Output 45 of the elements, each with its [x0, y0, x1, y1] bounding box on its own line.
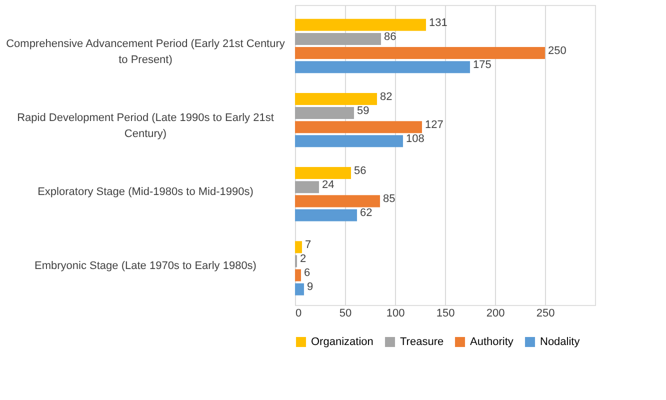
bar [295, 61, 470, 74]
data-label: 127 [425, 118, 444, 131]
bar [295, 283, 304, 296]
y-tick-label: Rapid Development Period (Late 1990s to Early 21st Century) [17, 112, 274, 140]
legend-label: Treasure [400, 336, 444, 348]
bar [295, 241, 302, 254]
bar [295, 135, 403, 148]
bar [295, 92, 377, 105]
data-label: 59 [357, 104, 370, 117]
bar [295, 107, 354, 120]
y-tick-label: Comprehensive Advancement Period (Early 21st Century to Present) [6, 38, 286, 66]
data-label: 24 [322, 179, 334, 192]
data-label: 175 [473, 58, 492, 71]
x-tick-label: 0 [296, 308, 302, 320]
data-label: 108 [406, 133, 424, 146]
x-tick-label: 150 [436, 308, 455, 320]
bar [295, 269, 301, 282]
x-tick-label: 100 [386, 308, 405, 320]
y-tick-label: Exploratory Stage (Mid-1980s to Mid-1990s) [38, 186, 254, 198]
data-label: 86 [384, 30, 396, 43]
data-label: 56 [354, 164, 366, 177]
legend-label: Authority [470, 336, 514, 348]
bar [295, 181, 319, 194]
legend-label: Organization [311, 336, 374, 348]
data-label: 62 [360, 207, 372, 220]
y-tick-label: Embryonic Stage (Late 1970s to Early 1980s) [34, 260, 256, 272]
data-label: 2 [300, 253, 306, 266]
legend-label: Nodality [540, 336, 580, 348]
bar [295, 18, 426, 31]
x-tick-label: 250 [536, 308, 555, 320]
data-label: 6 [304, 267, 310, 280]
x-tick-label: 200 [486, 308, 505, 320]
data-label: 250 [548, 44, 566, 57]
data-label: 131 [429, 16, 448, 29]
data-label: 7 [305, 239, 312, 252]
bar [295, 209, 357, 222]
data-label: 85 [383, 193, 396, 206]
bar [295, 167, 351, 180]
x-tick-label: 50 [339, 308, 352, 320]
bar [295, 32, 381, 45]
bar [295, 121, 422, 134]
bar [295, 195, 380, 208]
data-label: 82 [380, 90, 392, 103]
data-label: 9 [307, 281, 314, 294]
bar [295, 47, 545, 60]
